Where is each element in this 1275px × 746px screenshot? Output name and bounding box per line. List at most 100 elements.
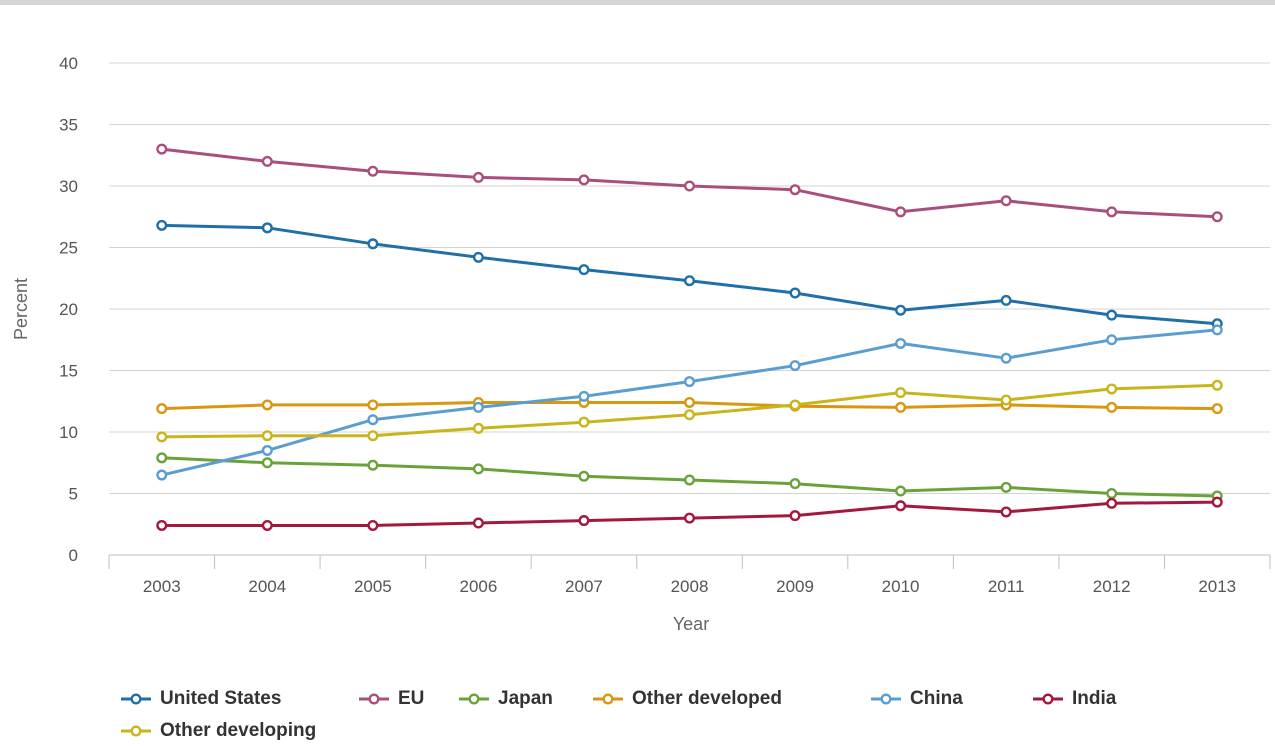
- data-point[interactable]: [789, 478, 801, 490]
- data-point[interactable]: [367, 414, 379, 426]
- data-point[interactable]: [1106, 488, 1118, 500]
- legend-marker-icon: [459, 693, 489, 705]
- legend-marker-icon: [121, 693, 151, 705]
- data-point[interactable]: [1000, 481, 1012, 493]
- data-point[interactable]: [789, 287, 801, 299]
- y-tick-label: 25: [59, 239, 78, 258]
- data-point[interactable]: [895, 387, 907, 399]
- data-point[interactable]: [261, 519, 273, 531]
- data-point[interactable]: [472, 517, 484, 529]
- data-point[interactable]: [472, 401, 484, 413]
- data-point[interactable]: [1000, 506, 1012, 518]
- data-point[interactable]: [895, 401, 907, 413]
- axes: 0 5 10 15 20 25 30 35 40 2003 2004 2005 2006 2007 2008…: [59, 54, 1271, 596]
- data-point[interactable]: [472, 251, 484, 263]
- data-point[interactable]: [684, 512, 696, 524]
- data-point[interactable]: [684, 396, 696, 408]
- data-point[interactable]: [156, 219, 168, 231]
- data-point[interactable]: [367, 459, 379, 471]
- data-point[interactable]: [261, 222, 273, 234]
- data-point[interactable]: [1211, 324, 1223, 336]
- data-point[interactable]: [367, 399, 379, 411]
- data-point[interactable]: [261, 444, 273, 456]
- data-point[interactable]: [261, 399, 273, 411]
- x-tick-label: 2012: [1093, 577, 1131, 596]
- series-other-developed: [156, 396, 1223, 415]
- data-point[interactable]: [789, 399, 801, 411]
- data-point[interactable]: [156, 403, 168, 415]
- data-point[interactable]: [895, 304, 907, 316]
- legend-item-china[interactable]: China: [870, 686, 1024, 712]
- data-point[interactable]: [895, 337, 907, 349]
- data-point[interactable]: [472, 463, 484, 475]
- data-point[interactable]: [156, 519, 168, 531]
- chart-legend: United States EU Japan Other developed China…: [120, 686, 1240, 744]
- data-point[interactable]: [1106, 334, 1118, 346]
- legend-item-india[interactable]: India: [1032, 686, 1182, 712]
- series-united-states: [156, 219, 1223, 330]
- series-lines: [156, 143, 1223, 531]
- data-point[interactable]: [367, 165, 379, 177]
- data-point[interactable]: [895, 500, 907, 512]
- legend-marker-icon: [1033, 693, 1063, 705]
- data-point[interactable]: [1211, 496, 1223, 508]
- data-point[interactable]: [684, 180, 696, 192]
- data-point[interactable]: [578, 470, 590, 482]
- data-point[interactable]: [578, 515, 590, 527]
- data-point[interactable]: [472, 171, 484, 183]
- x-tick-label: 2009: [776, 577, 814, 596]
- data-point[interactable]: [578, 264, 590, 276]
- data-point[interactable]: [156, 469, 168, 481]
- data-point[interactable]: [578, 416, 590, 428]
- data-point[interactable]: [578, 390, 590, 402]
- x-tick-label: 2010: [882, 577, 920, 596]
- data-point[interactable]: [156, 143, 168, 155]
- legend-item-japan[interactable]: Japan: [458, 686, 584, 712]
- data-point[interactable]: [367, 238, 379, 250]
- data-point[interactable]: [789, 184, 801, 196]
- data-point[interactable]: [261, 155, 273, 167]
- data-point[interactable]: [1106, 383, 1118, 395]
- legend-item-united-states[interactable]: United States: [120, 686, 350, 712]
- data-point[interactable]: [156, 452, 168, 464]
- data-point[interactable]: [156, 431, 168, 443]
- data-point[interactable]: [684, 474, 696, 486]
- y-axis-title: Percent: [11, 278, 31, 340]
- data-point[interactable]: [367, 519, 379, 531]
- legend-label: United States: [160, 688, 282, 709]
- data-point[interactable]: [367, 430, 379, 442]
- data-point[interactable]: [1211, 403, 1223, 415]
- y-tick-label: 20: [59, 300, 78, 319]
- data-point[interactable]: [1000, 294, 1012, 306]
- legend-item-eu[interactable]: EU: [358, 686, 450, 712]
- data-point[interactable]: [1211, 379, 1223, 391]
- series-india: [156, 496, 1223, 531]
- data-point[interactable]: [789, 510, 801, 522]
- y-tick-label: 0: [69, 546, 78, 565]
- data-point[interactable]: [895, 206, 907, 218]
- legend-item-other-developing[interactable]: Other developing: [120, 718, 420, 744]
- data-point[interactable]: [684, 275, 696, 287]
- data-point[interactable]: [684, 376, 696, 388]
- data-point[interactable]: [578, 174, 590, 186]
- legend-label: China: [910, 688, 963, 709]
- data-point[interactable]: [1106, 497, 1118, 509]
- data-point[interactable]: [1000, 394, 1012, 406]
- data-point[interactable]: [895, 485, 907, 497]
- data-point[interactable]: [472, 422, 484, 434]
- legend-item-other-developed[interactable]: Other developed: [592, 686, 862, 712]
- x-tick-label: 2006: [459, 577, 497, 596]
- legend-marker-icon: [121, 725, 151, 737]
- data-point[interactable]: [261, 457, 273, 469]
- data-point[interactable]: [1106, 401, 1118, 413]
- data-point[interactable]: [1000, 195, 1012, 207]
- data-point[interactable]: [261, 430, 273, 442]
- x-tick-label: 2008: [671, 577, 709, 596]
- data-point[interactable]: [1000, 352, 1012, 364]
- data-point[interactable]: [684, 409, 696, 421]
- data-point[interactable]: [789, 360, 801, 372]
- data-point[interactable]: [1211, 211, 1223, 223]
- data-point[interactable]: [1106, 309, 1118, 321]
- data-point[interactable]: [1106, 206, 1118, 218]
- y-tick-label: 35: [59, 116, 78, 135]
